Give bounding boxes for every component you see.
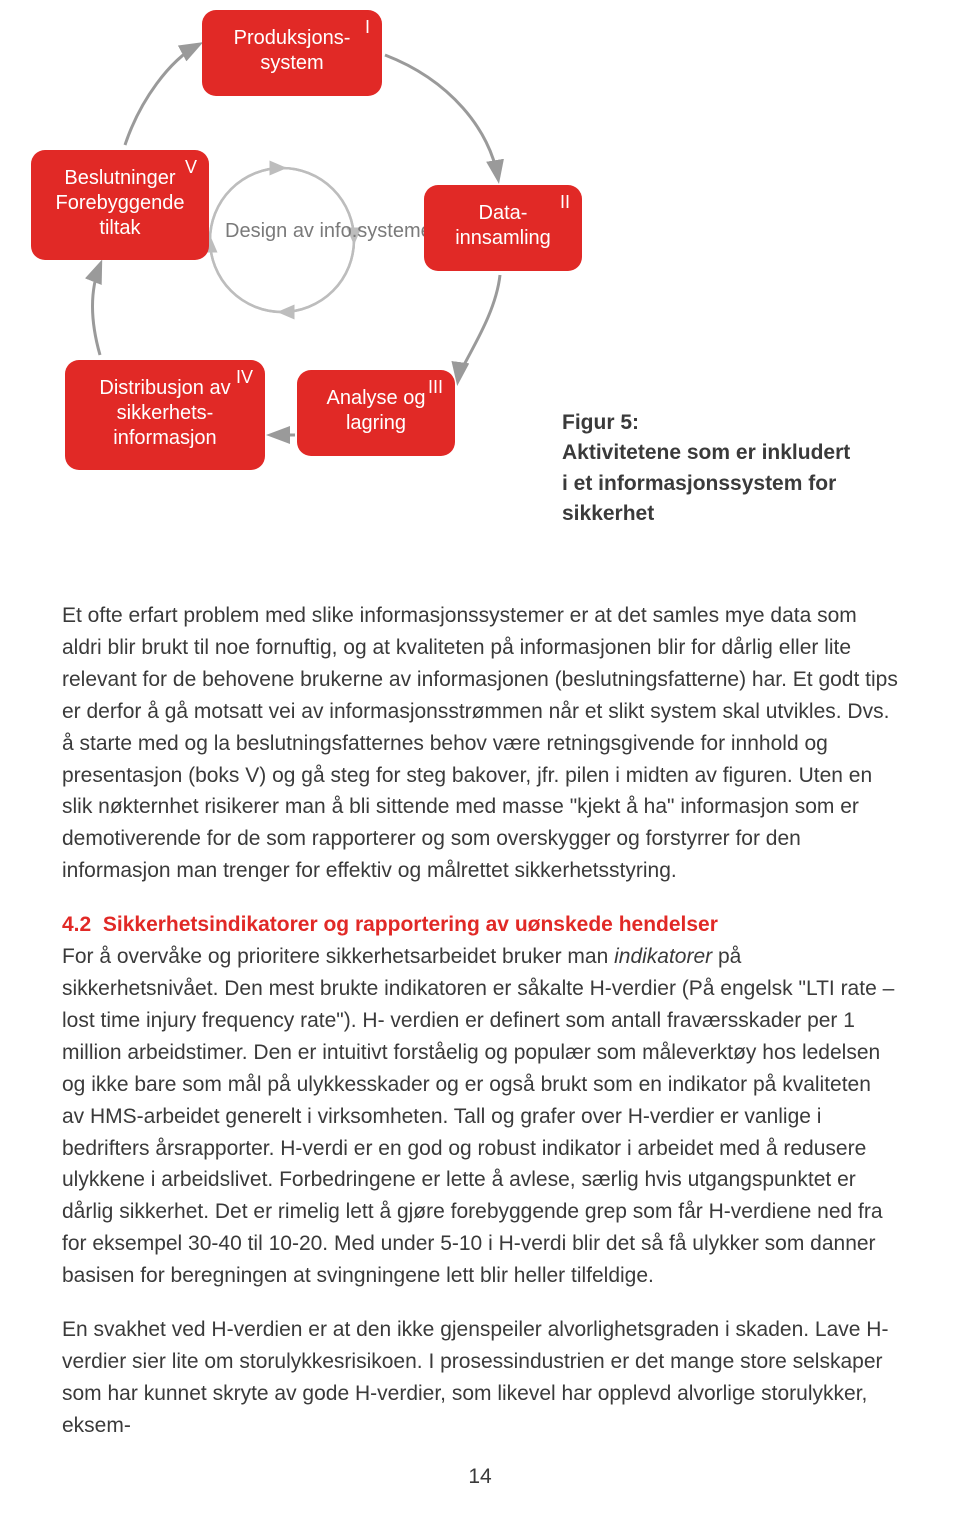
node-beslutninger: V Beslutninger Forebyggende tiltak: [31, 150, 209, 260]
caption-line: sikkerhet: [562, 502, 654, 525]
node-num: V: [185, 156, 197, 179]
section-title: Sikkerhetsindikatorer og rapportering av…: [103, 913, 718, 936]
paragraph-2: For å overvåke og prioritere sikkerhetsa…: [62, 941, 898, 1292]
caption-line: Figur 5:: [562, 411, 639, 434]
node-num: IV: [236, 366, 253, 389]
node-distribusjon: IV Distribusjon av sikkerhets- informasj…: [65, 360, 265, 470]
node-label: Produksjons- system: [234, 26, 351, 76]
node-label: Beslutninger Forebyggende tiltak: [56, 166, 185, 241]
p2-part-b: på sikkerhetsnivået. Den mest brukte ind…: [62, 945, 894, 1287]
page-number: 14: [0, 1465, 960, 1489]
figure-caption: Figur 5: Aktivitetene som er inkludert i…: [562, 408, 932, 530]
node-num: I: [365, 16, 370, 39]
section-number: 4.2: [62, 913, 91, 936]
caption-line: Aktivitetene som er inkludert: [562, 441, 850, 464]
paragraph-1: Et ofte erfart problem med slike informa…: [62, 600, 898, 887]
paragraph-3: En svakhet ved H-verdien er at den ikke …: [62, 1314, 898, 1442]
node-label: Distribusjon av sikkerhets- informasjon: [99, 376, 230, 451]
node-label: Data- innsamling: [455, 201, 551, 251]
section-heading: 4.2 Sikkerhetsindikatorer og rapporterin…: [62, 909, 898, 941]
body-text: Et ofte erfart problem med slike informa…: [62, 600, 898, 1464]
p2-italic: indikatorer: [614, 945, 712, 968]
p2-part-a: For å overvåke og prioritere sikkerhetsa…: [62, 945, 614, 968]
node-num: II: [560, 191, 570, 214]
caption-line: i et informasjonssystem for: [562, 472, 836, 495]
center-label: Design av info.systemet: [225, 218, 437, 244]
node-produksjonssystem: I Produksjons- system: [202, 10, 382, 96]
cycle-diagram: Design av info.systemet I Produksjons- s…: [0, 0, 960, 570]
node-datainnsamling: II Data- innsamling: [424, 185, 582, 271]
node-label: Analyse og lagring: [327, 386, 426, 436]
node-num: III: [428, 376, 443, 399]
node-analyse-lagring: III Analyse og lagring: [297, 370, 455, 456]
